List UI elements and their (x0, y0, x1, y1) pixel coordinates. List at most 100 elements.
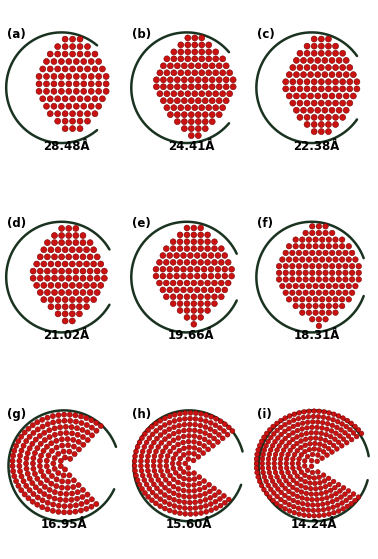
Circle shape (51, 81, 57, 87)
Circle shape (176, 493, 181, 498)
Circle shape (319, 491, 324, 496)
Circle shape (96, 88, 102, 94)
Circle shape (156, 477, 161, 482)
Circle shape (134, 449, 138, 454)
Circle shape (336, 482, 341, 487)
Circle shape (277, 444, 282, 448)
Circle shape (213, 105, 219, 111)
Circle shape (194, 511, 198, 516)
Circle shape (356, 270, 361, 276)
Circle shape (212, 246, 217, 252)
Circle shape (318, 486, 323, 490)
Circle shape (167, 441, 172, 446)
Circle shape (217, 425, 222, 430)
Circle shape (283, 250, 288, 255)
Circle shape (313, 310, 318, 315)
Circle shape (182, 422, 187, 427)
Circle shape (158, 458, 163, 463)
Circle shape (42, 484, 47, 490)
Circle shape (66, 88, 72, 94)
Circle shape (195, 126, 201, 131)
Circle shape (346, 489, 351, 493)
Circle shape (56, 471, 61, 476)
Circle shape (37, 290, 43, 296)
Circle shape (336, 263, 342, 269)
Circle shape (184, 225, 190, 231)
Circle shape (167, 273, 173, 279)
Circle shape (272, 461, 277, 466)
Circle shape (70, 111, 76, 117)
Circle shape (222, 253, 228, 258)
Circle shape (24, 438, 29, 444)
Circle shape (308, 58, 314, 63)
Circle shape (185, 56, 191, 62)
Circle shape (174, 77, 180, 83)
Circle shape (287, 414, 292, 418)
Circle shape (69, 282, 75, 288)
Circle shape (143, 490, 147, 495)
Circle shape (316, 470, 320, 474)
Circle shape (264, 443, 268, 448)
Circle shape (323, 250, 328, 255)
Circle shape (37, 254, 43, 260)
Circle shape (343, 290, 348, 296)
Circle shape (199, 91, 205, 97)
Circle shape (198, 499, 203, 504)
Circle shape (296, 270, 302, 276)
Circle shape (188, 410, 193, 415)
Circle shape (69, 304, 75, 310)
Circle shape (80, 290, 86, 296)
Circle shape (44, 240, 50, 245)
Circle shape (62, 318, 68, 324)
Text: (d): (d) (7, 217, 26, 230)
Circle shape (167, 84, 174, 90)
Circle shape (59, 437, 65, 442)
Circle shape (167, 414, 172, 419)
Circle shape (346, 257, 352, 262)
Circle shape (311, 121, 317, 127)
Circle shape (186, 451, 191, 456)
Circle shape (202, 437, 207, 442)
Circle shape (336, 509, 341, 513)
Circle shape (278, 466, 283, 470)
Circle shape (280, 257, 285, 262)
Circle shape (303, 277, 308, 282)
Circle shape (73, 73, 79, 79)
Circle shape (266, 457, 271, 461)
Circle shape (284, 457, 289, 461)
Circle shape (275, 428, 279, 433)
Circle shape (333, 64, 339, 70)
Circle shape (226, 425, 231, 430)
Circle shape (24, 484, 29, 489)
Text: 18.31Å: 18.31Å (293, 329, 339, 342)
Circle shape (152, 454, 157, 458)
Circle shape (310, 316, 315, 322)
Circle shape (59, 268, 65, 274)
Circle shape (153, 84, 160, 90)
Circle shape (101, 268, 107, 274)
Circle shape (318, 50, 324, 56)
Circle shape (17, 458, 22, 463)
Circle shape (191, 307, 197, 314)
Circle shape (194, 287, 200, 293)
Circle shape (52, 466, 57, 471)
Circle shape (290, 100, 296, 106)
Circle shape (323, 316, 328, 322)
Circle shape (311, 508, 316, 513)
Circle shape (297, 466, 301, 470)
Circle shape (313, 436, 318, 440)
Circle shape (192, 451, 197, 456)
Circle shape (44, 290, 50, 296)
Circle shape (335, 503, 340, 508)
Circle shape (336, 414, 341, 418)
Circle shape (178, 511, 182, 515)
Circle shape (305, 503, 310, 507)
Circle shape (203, 419, 208, 424)
Circle shape (160, 253, 166, 258)
Circle shape (80, 254, 86, 260)
Circle shape (322, 93, 328, 99)
Circle shape (14, 479, 19, 484)
Circle shape (303, 480, 308, 484)
Circle shape (75, 490, 80, 495)
Circle shape (323, 484, 328, 489)
